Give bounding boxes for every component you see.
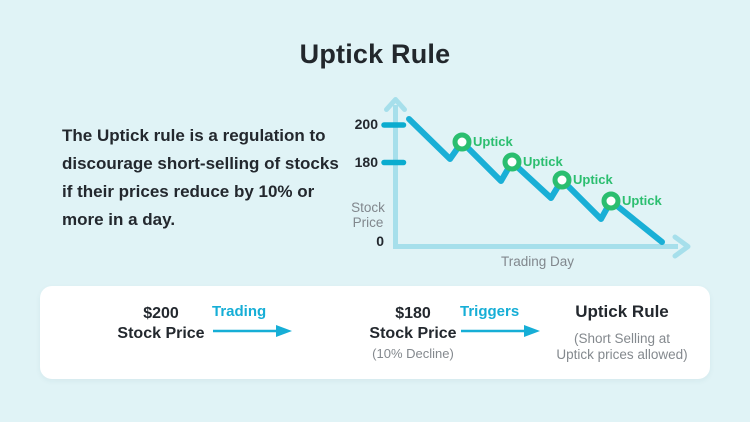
x-axis-title: Trading Day — [500, 254, 575, 269]
flow-step-180-note: (10% Decline) — [372, 346, 454, 361]
flow-step-200-price: $200 — [143, 305, 179, 322]
y-axis-arrow-icon — [384, 97, 407, 112]
flow-step-200: $200 Stock Price — [31, 304, 291, 343]
uptick-marker-2 — [502, 152, 522, 172]
uptick-marker-3 — [552, 170, 572, 190]
description-line: discourage short-selling of stocks — [62, 154, 339, 173]
description-line: if their prices reduce by 10% or — [62, 182, 315, 201]
x-axis-arrow-icon — [672, 234, 691, 259]
description-line: The Uptick rule is a regulation to — [62, 126, 326, 145]
uptick-annotation-3: Uptick — [573, 172, 613, 187]
flow-card: $200 Stock Price Trading $180 Stock Pric… — [40, 286, 710, 379]
flow-step-180: $180 Stock Price (10% Decline) — [283, 304, 543, 362]
flow-step-180-price: $180 — [395, 305, 431, 322]
y-axis-title-line: Stock — [351, 200, 385, 215]
uptick-annotation-1: Uptick — [473, 134, 513, 149]
uptick-annotation-4: Uptick — [622, 193, 662, 208]
flow-step-200-caption: Stock Price — [117, 324, 205, 342]
y-axis-title-line: Price — [352, 215, 384, 230]
description-text: The Uptick rule is a regulation to disco… — [62, 122, 362, 234]
uptick-marker-1 — [452, 132, 472, 152]
description-line: more in a day. — [62, 210, 176, 229]
flow-step-uptick-rule-note: (Short Selling at Uptick prices allowed) — [532, 331, 712, 362]
page-title: Uptick Rule — [299, 39, 451, 69]
flow-step-uptick-rule-note-line: (Short Selling at — [573, 331, 671, 346]
flow-arrow-triggers: Triggers — [460, 304, 544, 338]
flow-step-uptick-rule-note-line: Uptick prices allowed) — [556, 346, 688, 362]
flow-step-uptick-rule-title: Uptick Rule — [575, 302, 669, 321]
flow-arrow-triggers-label: Triggers — [460, 303, 520, 320]
y-tick-180-label: 180 — [354, 154, 378, 170]
flow-step-180-caption: Stock Price — [369, 324, 457, 342]
flow-step-uptick-rule: Uptick Rule (Short Selling at Uptick pri… — [532, 301, 712, 362]
flow-arrow-trading: Trading — [212, 304, 296, 338]
right-arrow-icon — [461, 325, 540, 337]
uptick-marker-4 — [601, 191, 621, 211]
uptick-annotation-2: Uptick — [523, 154, 563, 169]
y-tick-200-label: 200 — [354, 116, 378, 132]
flow-arrow-trading-label: Trading — [212, 303, 267, 320]
price-line — [406, 116, 665, 245]
y-tick-0-label: 0 — [376, 233, 384, 249]
y-axis-title: Stock Price — [330, 200, 406, 230]
right-arrow-icon — [213, 325, 292, 337]
